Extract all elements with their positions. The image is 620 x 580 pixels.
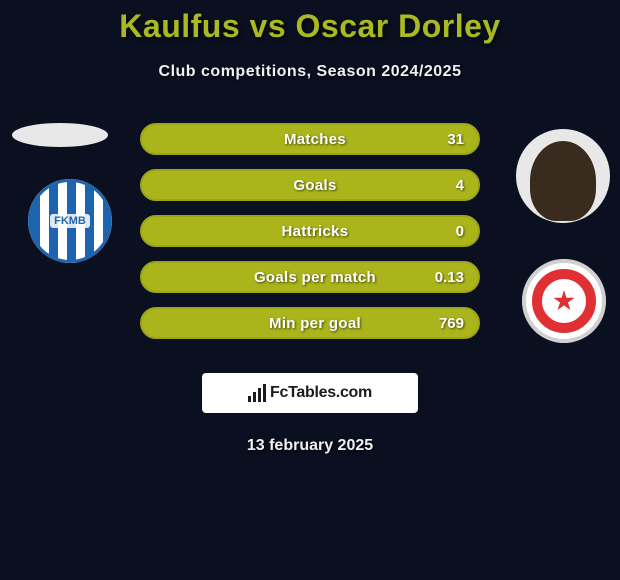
player2-club-logo bbox=[522, 259, 606, 343]
stat-value: 4 bbox=[428, 177, 464, 194]
subtitle: Club competitions, Season 2024/2025 bbox=[159, 63, 462, 81]
stat-value: 769 bbox=[428, 315, 464, 332]
club1-abbr: FKMB bbox=[50, 214, 90, 228]
stat-value: 0 bbox=[428, 223, 464, 240]
page-title: Kaulfus vs Oscar Dorley bbox=[119, 8, 500, 45]
stat-label: Goals per match bbox=[202, 269, 428, 286]
player2-silhouette bbox=[530, 141, 596, 221]
stat-label: Matches bbox=[202, 131, 428, 148]
club2-star-icon bbox=[553, 290, 575, 312]
stat-row-matches: Matches 31 bbox=[140, 123, 480, 155]
branding-text: FcTables.com bbox=[270, 384, 372, 402]
stat-row-mpg: Min per goal 769 bbox=[140, 307, 480, 339]
stat-label: Goals bbox=[202, 177, 428, 194]
stat-label: Min per goal bbox=[202, 315, 428, 332]
player1-club-logo: FKMB bbox=[28, 179, 112, 263]
stat-value: 0.13 bbox=[428, 269, 464, 286]
player1-avatar bbox=[12, 123, 108, 147]
stat-label: Hattricks bbox=[202, 223, 428, 240]
bar-chart-icon bbox=[248, 384, 266, 402]
comparison-card: Kaulfus vs Oscar Dorley Club competition… bbox=[0, 0, 620, 580]
date-label: 13 february 2025 bbox=[247, 437, 373, 455]
stat-row-goals: Goals 4 bbox=[140, 169, 480, 201]
player2-avatar bbox=[516, 129, 610, 223]
stat-row-hattricks: Hattricks 0 bbox=[140, 215, 480, 247]
branding-badge: FcTables.com bbox=[202, 373, 418, 413]
stat-value: 31 bbox=[428, 131, 464, 148]
club2-badge bbox=[522, 259, 606, 343]
stat-row-gpm: Goals per match 0.13 bbox=[140, 261, 480, 293]
stats-area: FKMB Matches 31 Goals 4 Hattricks 0 Goal… bbox=[0, 123, 620, 353]
club1-badge: FKMB bbox=[28, 179, 112, 263]
